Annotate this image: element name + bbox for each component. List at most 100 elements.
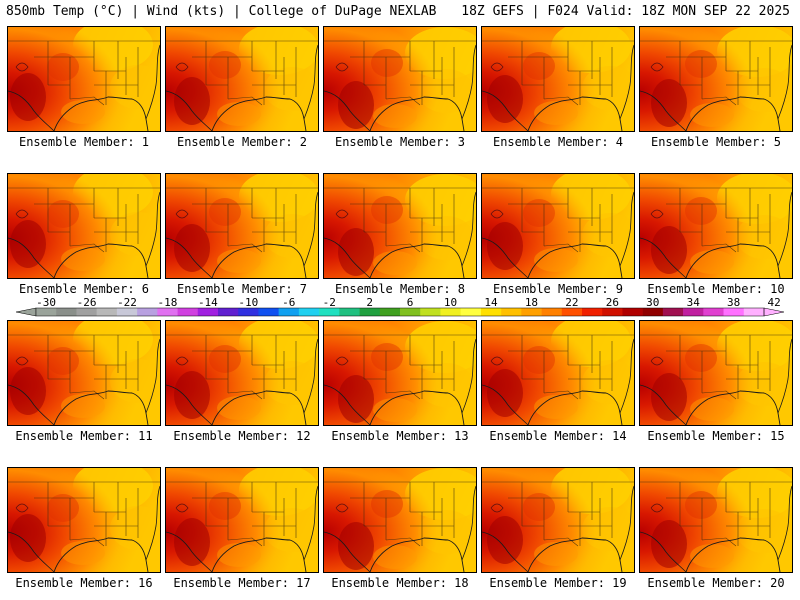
colorbar-swatch xyxy=(662,308,684,316)
colorbar-outline xyxy=(35,307,765,317)
ensemble-member-label: Ensemble Member: 20 xyxy=(647,576,785,590)
temperature-map xyxy=(640,174,792,278)
colorbar-swatch xyxy=(480,308,502,316)
colorbar-tick-label: -6 xyxy=(282,296,295,309)
temperature-map xyxy=(324,468,476,572)
map-title: 850mb Temp (°C) | Wind (kts) | College o… xyxy=(6,4,437,19)
ensemble-member-label: Ensemble Member: 13 xyxy=(331,429,469,443)
ensemble-member-map xyxy=(7,26,161,132)
ensemble-member-label: Ensemble Member: 12 xyxy=(173,429,311,443)
colorbar-swatch xyxy=(582,308,603,316)
colorbar-tick-label: -14 xyxy=(198,296,218,309)
ensemble-member-label: Ensemble Member: 10 xyxy=(647,282,785,296)
ensemble-member-label: Ensemble Member: 5 xyxy=(650,135,782,149)
colorbar-swatch xyxy=(238,308,259,316)
temperature-map xyxy=(482,174,634,278)
colorbar-swatch xyxy=(218,308,239,316)
colorbar-swatch xyxy=(521,308,542,316)
colorbar-tick-label: 38 xyxy=(727,296,740,309)
colorbar-swatch xyxy=(197,308,219,316)
ensemble-member-label: Ensemble Member: 8 xyxy=(334,282,466,296)
ensemble-member-label: Ensemble Member: 4 xyxy=(492,135,624,149)
ensemble-member-map xyxy=(165,467,319,573)
ensemble-member-label: Ensemble Member: 7 xyxy=(176,282,308,296)
colorbar-tick-label: 34 xyxy=(687,296,701,309)
temperature-map xyxy=(166,174,318,278)
ensemble-member-map xyxy=(639,173,793,279)
colorbar-arrow-low xyxy=(15,307,37,317)
ensemble-member-map xyxy=(481,320,635,426)
ensemble-member-label: Ensemble Member: 11 xyxy=(15,429,153,443)
colorbar-tick-label: -2 xyxy=(323,296,336,309)
colorbar-tick-label: 42 xyxy=(767,296,780,309)
temperature-map xyxy=(8,468,160,572)
colorbar-swatch xyxy=(420,308,441,316)
colorbar-swatch xyxy=(56,308,77,316)
temperature-map xyxy=(482,321,634,425)
ensemble-member-label: Ensemble Member: 19 xyxy=(489,576,627,590)
colorbar-swatch xyxy=(339,308,360,316)
ensemble-member-label: Ensemble Member: 3 xyxy=(334,135,466,149)
colorbar-tick-label: -18 xyxy=(158,296,178,309)
ensemble-member-map xyxy=(165,173,319,279)
temperature-map xyxy=(166,321,318,425)
ensemble-member-label: Ensemble Member: 2 xyxy=(176,135,308,149)
colorbar-swatch xyxy=(96,308,118,316)
ensemble-member-label: Ensemble Member: 9 xyxy=(492,282,624,296)
temperature-map xyxy=(166,27,318,131)
colorbar-swatch xyxy=(76,308,97,316)
colorbar-swatch xyxy=(743,308,765,316)
temperature-map xyxy=(8,27,160,131)
colorbar-swatch xyxy=(379,308,401,316)
temperature-map xyxy=(8,321,160,425)
ensemble-member-map xyxy=(7,320,161,426)
ensemble-member-map xyxy=(323,26,477,132)
ensemble-member-map xyxy=(481,467,635,573)
ensemble-member-label: Ensemble Member: 16 xyxy=(15,576,153,590)
colorbar-swatch xyxy=(561,308,583,316)
colorbar-swatch xyxy=(359,308,381,316)
colorbar-swatch xyxy=(36,308,57,316)
run-valid-time: 18Z GEFS | F024 Valid: 18Z MON SEP 22 20… xyxy=(461,4,790,19)
colorbar-swatch xyxy=(157,308,178,316)
colorbar-tick-label: -22 xyxy=(117,296,137,309)
colorbar-tick-label: 6 xyxy=(407,296,414,309)
ensemble-member-map xyxy=(481,26,635,132)
temperature-map xyxy=(166,468,318,572)
ensemble-member-map xyxy=(165,26,319,132)
colorbar-tick-label: 26 xyxy=(606,296,619,309)
ensemble-member-label: Ensemble Member: 6 xyxy=(18,282,150,296)
ensemble-member-label: Ensemble Member: 1 xyxy=(18,135,150,149)
colorbar-tick-label: -30 xyxy=(36,296,56,309)
colorbar-swatch xyxy=(258,308,279,316)
colorbar-swatch xyxy=(703,308,724,316)
ensemble-member-map xyxy=(7,467,161,573)
colorbar-swatch xyxy=(602,308,623,316)
ensemble-member-map xyxy=(639,467,793,573)
ensemble-member-label: Ensemble Member: 14 xyxy=(489,429,627,443)
colorbar-swatch xyxy=(622,308,643,316)
colorbar-swatch xyxy=(723,308,745,316)
temperature-map xyxy=(8,174,160,278)
colorbar-tick-label: 22 xyxy=(565,296,578,309)
ensemble-member-label: Ensemble Member: 17 xyxy=(173,576,311,590)
colorbar-tick-label: 14 xyxy=(484,296,498,309)
colorbar-swatch xyxy=(278,308,300,316)
ensemble-member-map xyxy=(323,467,477,573)
ensemble-member-map xyxy=(323,173,477,279)
colorbar-swatch xyxy=(642,308,664,316)
colorbar-swatch xyxy=(137,308,158,316)
temperature-map xyxy=(324,27,476,131)
colorbar-tick-label: -26 xyxy=(77,296,97,309)
colorbar-tick-label: 18 xyxy=(525,296,538,309)
colorbar-swatch xyxy=(460,308,482,316)
temperature-colorbar: -30 -26 -22 -18 -14 -10 -6 -2 2 6 10 14 18 22 26 30 34 38… xyxy=(15,296,785,317)
colorbar-swatch xyxy=(683,308,704,316)
temperature-map xyxy=(482,468,634,572)
colorbar-swatch xyxy=(440,308,461,316)
colorbar-swatch xyxy=(319,308,340,316)
colorbar-arrow-high xyxy=(763,307,785,317)
temperature-map xyxy=(640,468,792,572)
temperature-map xyxy=(640,321,792,425)
ensemble-member-label: Ensemble Member: 15 xyxy=(647,429,785,443)
